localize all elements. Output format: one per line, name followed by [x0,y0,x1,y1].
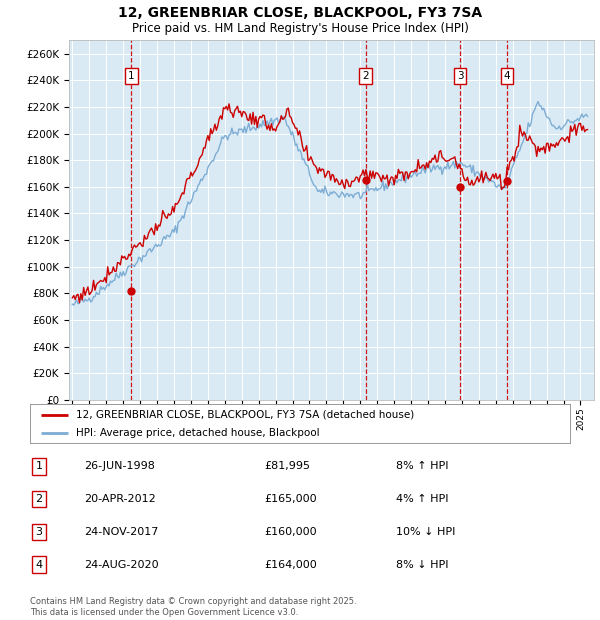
Text: 3: 3 [35,527,43,537]
Text: 8% ↑ HPI: 8% ↑ HPI [396,461,449,471]
Text: Price paid vs. HM Land Registry's House Price Index (HPI): Price paid vs. HM Land Registry's House … [131,22,469,35]
Text: £165,000: £165,000 [264,494,317,504]
Text: 20-APR-2012: 20-APR-2012 [84,494,156,504]
Text: 2: 2 [362,71,369,81]
Text: 12, GREENBRIAR CLOSE, BLACKPOOL, FY3 7SA (detached house): 12, GREENBRIAR CLOSE, BLACKPOOL, FY3 7SA… [76,410,414,420]
Text: 24-AUG-2020: 24-AUG-2020 [84,560,158,570]
Text: 4: 4 [35,560,43,570]
Text: 1: 1 [128,71,135,81]
Text: 24-NOV-2017: 24-NOV-2017 [84,527,158,537]
Text: 26-JUN-1998: 26-JUN-1998 [84,461,155,471]
Text: 4% ↑ HPI: 4% ↑ HPI [396,494,449,504]
Text: 12, GREENBRIAR CLOSE, BLACKPOOL, FY3 7SA: 12, GREENBRIAR CLOSE, BLACKPOOL, FY3 7SA [118,6,482,20]
Text: HPI: Average price, detached house, Blackpool: HPI: Average price, detached house, Blac… [76,428,320,438]
Text: £81,995: £81,995 [264,461,310,471]
Text: 3: 3 [457,71,464,81]
Text: 1: 1 [35,461,43,471]
Text: 2: 2 [35,494,43,504]
Text: Contains HM Land Registry data © Crown copyright and database right 2025.
This d: Contains HM Land Registry data © Crown c… [30,598,356,617]
Text: 10% ↓ HPI: 10% ↓ HPI [396,527,455,537]
Text: £160,000: £160,000 [264,527,317,537]
Text: 8% ↓ HPI: 8% ↓ HPI [396,560,449,570]
Text: £164,000: £164,000 [264,560,317,570]
Text: 4: 4 [503,71,510,81]
